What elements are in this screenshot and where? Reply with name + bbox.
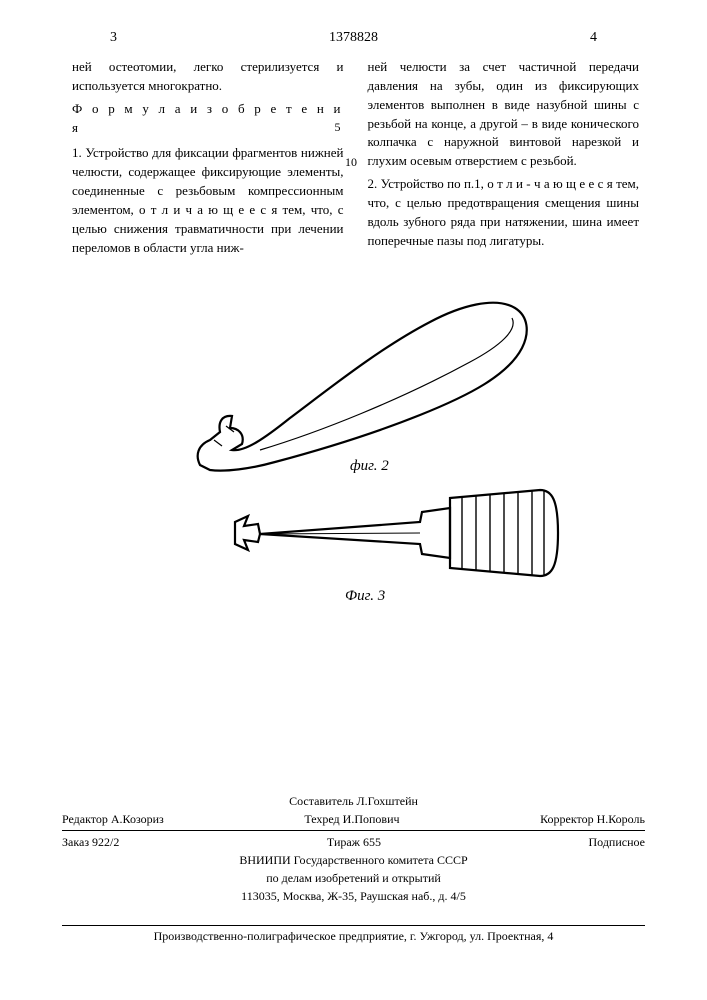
org-line-1: ВНИИПИ Государственного комитета СССР (62, 851, 645, 869)
techred: Техред И.Попович (304, 810, 399, 828)
org-line-2: по делам изобретений и открытий (62, 869, 645, 887)
line-number-5: 5 (335, 119, 344, 136)
printer-line: Производственно-полиграфическое предприя… (62, 925, 645, 944)
left-column: ней остеотомии, легко стерилизуется и ис… (72, 58, 344, 257)
line-number-10: 10 (345, 155, 357, 170)
claim-2: 2. Устройство по п.1, о т л и - ч а ю щ … (368, 175, 640, 250)
figure-3-drawing (235, 490, 558, 576)
subscription: Подписное (589, 833, 646, 851)
org-address: 113035, Москва, Ж-35, Раушская наб., д. … (62, 887, 645, 905)
formula-title: Ф о р м у л а и з о б р е т е н и я5 (72, 100, 344, 138)
figures-svg (0, 290, 707, 620)
footer-block: Составитель Л.Гохштейн Редактор А.Козори… (62, 792, 645, 905)
right-column: ней челюсти за счет частичной передачи д… (368, 58, 640, 257)
page-number-right: 4 (590, 30, 597, 46)
tirage: Тираж 655 (327, 833, 381, 851)
page-number-left: 3 (110, 30, 117, 46)
editor: Редактор А.Козориз (62, 810, 164, 828)
figure-2-label: фиг. 2 (350, 458, 389, 475)
patent-number: 1378828 (329, 30, 378, 46)
figures-panel: фиг. 2 Фиг. 3 (0, 290, 707, 620)
corrector: Корректор Н.Король (540, 810, 645, 828)
intro-text: ней остеотомии, легко стерилизуется и ис… (72, 59, 344, 93)
figure-3-label: Фиг. 3 (345, 588, 385, 605)
figure-2-drawing (198, 303, 527, 471)
order-number: Заказ 922/2 (62, 833, 119, 851)
compiler-line: Составитель Л.Гохштейн (62, 792, 645, 810)
claim-1-continuation: ней челюсти за счет частичной передачи д… (368, 58, 640, 171)
claim-1: 1. Устройство для фиксации фрагментов ни… (72, 144, 344, 257)
